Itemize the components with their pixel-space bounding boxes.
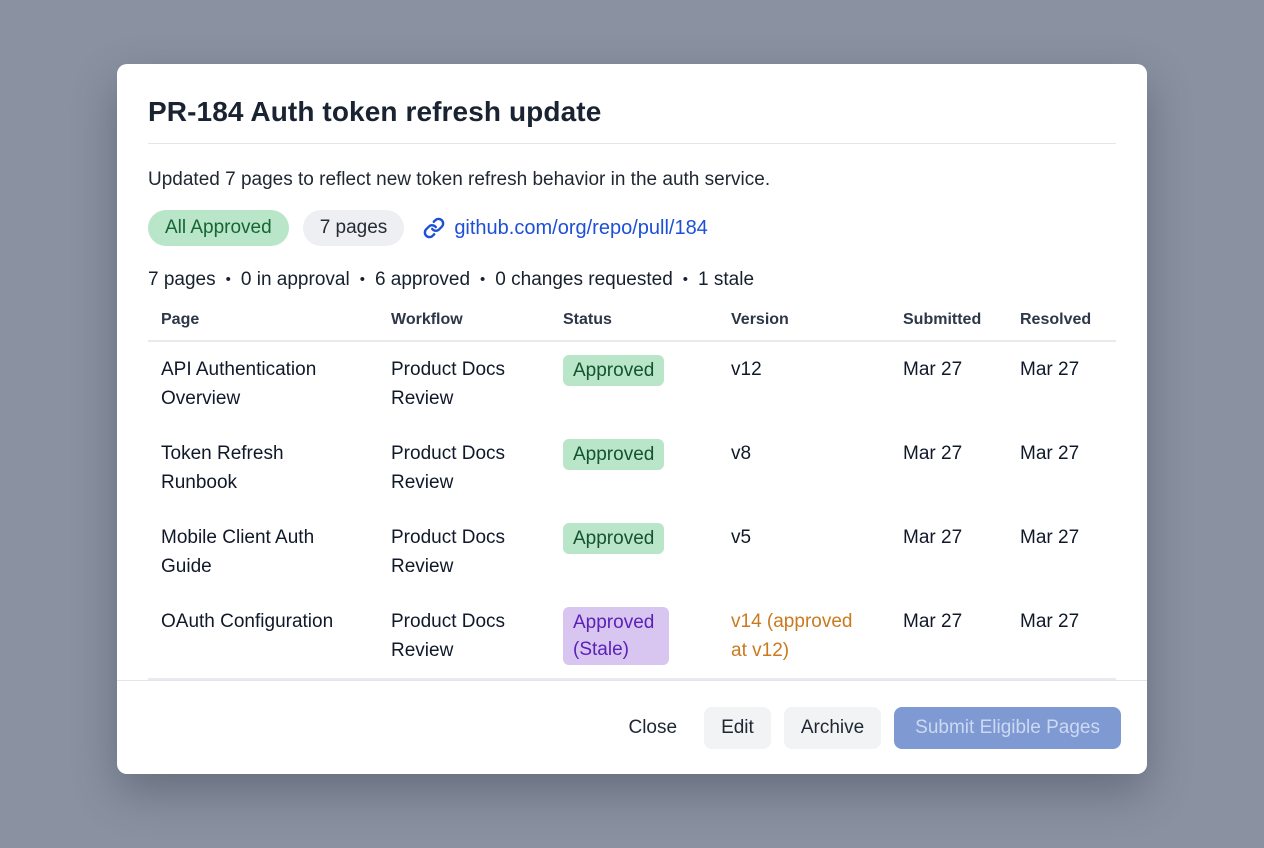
cell-version: v5 (731, 527, 752, 548)
pr-link[interactable]: github.com/org/repo/pull/184 (423, 217, 708, 240)
summary-total-pages: 7 pages (148, 269, 216, 290)
summary-line: 7 pages 0 in approval 6 approved 0 chang… (148, 269, 1116, 291)
cell-workflow: Product Docs Review (391, 359, 506, 409)
cell-status-badge-stale: Approved (Stale) (563, 607, 669, 665)
cell-workflow: Product Docs Review (391, 611, 506, 661)
column-header-workflow: Workflow (391, 311, 463, 328)
cell-resolved: Mar 27 (1020, 359, 1080, 380)
summary-in-approval: 0 in approval (240, 269, 350, 290)
table-header-row: Page Workflow Status Version Submitted R… (148, 311, 1116, 342)
header-divider (148, 143, 1116, 144)
cell-submitted: Mar 27 (903, 359, 963, 380)
cell-status-badge: Approved (563, 439, 665, 470)
cell-version: v8 (731, 443, 752, 464)
modal-footer: Close Edit Archive Submit Eligible Pages (117, 680, 1147, 774)
cell-page: Token Refresh Runbook (161, 443, 284, 493)
column-header-page: Page (161, 311, 200, 328)
cell-version-stale: v14 (approved at v12) (731, 611, 853, 661)
pr-description: Updated 7 pages to reflect new token ref… (148, 169, 771, 190)
table-row: OAuth Configuration Product Docs Review … (148, 594, 1116, 678)
column-header-resolved: Resolved (1020, 311, 1092, 328)
status-badge: All Approved (148, 210, 289, 246)
edit-button[interactable]: Edit (704, 706, 771, 749)
cell-resolved: Mar 27 (1020, 611, 1080, 632)
summary-stale: 1 stale (698, 269, 755, 290)
page-title: PR-184 Auth token refresh update (148, 96, 602, 127)
column-header-status: Status (563, 311, 612, 328)
cell-resolved: Mar 27 (1020, 527, 1080, 548)
pr-review-modal: PR-184 Auth token refresh update Updated… (117, 64, 1147, 774)
cell-resolved: Mar 27 (1020, 443, 1080, 464)
badge-row: All Approved 7 pages github.com/org/repo… (148, 210, 1116, 246)
table-row: Token Refresh Runbook Product Docs Revie… (148, 426, 1116, 510)
link-icon (423, 217, 445, 239)
cell-submitted: Mar 27 (903, 611, 963, 632)
cell-status-badge: Approved (563, 355, 665, 386)
cell-status-badge: Approved (563, 523, 665, 554)
modal-body: Updated 7 pages to reflect new token ref… (117, 144, 1147, 680)
cell-workflow: Product Docs Review (391, 443, 506, 493)
dot-separator (216, 269, 241, 291)
cell-workflow: Product Docs Review (391, 527, 506, 577)
dot-separator (350, 269, 375, 291)
modal-header: PR-184 Auth token refresh update (117, 64, 1147, 144)
column-header-version: Version (731, 311, 789, 328)
cell-submitted: Mar 27 (903, 443, 963, 464)
archive-button[interactable]: Archive (783, 706, 882, 749)
close-button[interactable]: Close (611, 707, 691, 749)
table-body: API Authentication Overview Product Docs… (148, 342, 1116, 680)
cell-version: v12 (731, 359, 762, 380)
cell-page: API Authentication Overview (161, 359, 317, 409)
pages-count-badge: 7 pages (302, 210, 405, 246)
pages-table: Page Workflow Status Version Submitted R… (148, 311, 1116, 680)
pr-link-label: github.com/org/repo/pull/184 (454, 216, 708, 239)
cell-page: Mobile Client Auth Guide (161, 527, 315, 577)
cell-submitted: Mar 27 (903, 527, 963, 548)
summary-changes-requested: 0 changes requested (495, 269, 673, 290)
dot-separator (470, 269, 495, 291)
dot-separator (673, 269, 698, 291)
submit-eligible-pages-button[interactable]: Submit Eligible Pages (894, 706, 1121, 749)
summary-approved: 6 approved (374, 269, 471, 290)
table-row: API Authentication Overview Product Docs… (148, 342, 1116, 426)
cell-page: OAuth Configuration (161, 611, 334, 632)
column-header-submitted: Submitted (903, 311, 982, 328)
table-row: Mobile Client Auth Guide Product Docs Re… (148, 510, 1116, 594)
